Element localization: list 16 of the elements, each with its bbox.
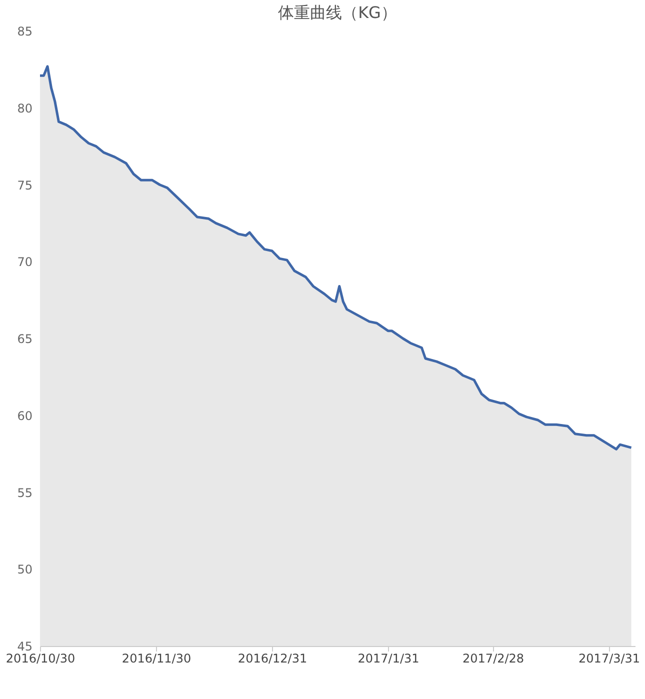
y-tick-label: 85 (17, 24, 32, 38)
y-tick-label: 55 (17, 486, 32, 500)
x-tick-label: 2017/3/31 (578, 652, 640, 666)
y-tick-label: 65 (17, 332, 32, 346)
y-tick-label: 80 (17, 101, 32, 116)
y-tick-label: 75 (17, 178, 32, 192)
y-tick-label: 50 (17, 562, 32, 577)
x-tick-label: 2016/12/31 (238, 652, 308, 666)
x-tick-label: 2016/11/30 (122, 652, 192, 666)
y-tick-label: 70 (17, 255, 32, 270)
x-tick-label: 2016/10/30 (6, 652, 76, 666)
y-tick-label: 60 (17, 408, 32, 423)
y-tick-label: 45 (17, 640, 32, 654)
x-tick-label: 2017/2/28 (462, 652, 524, 666)
x-tick-label: 2017/1/31 (358, 652, 420, 666)
chart-title: 体重曲线（KG） (278, 3, 397, 22)
